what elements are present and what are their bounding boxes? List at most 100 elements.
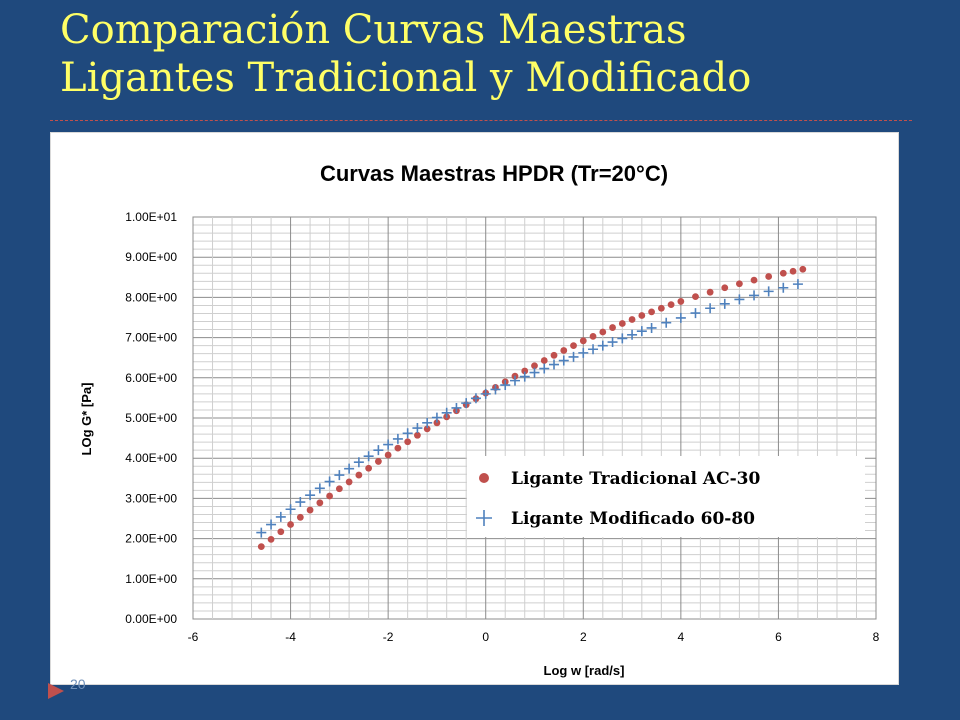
x-tick-label: 0 — [482, 630, 489, 644]
y-tick-label: 3.00E+00 — [125, 491, 177, 505]
data-point-tradicional — [296, 513, 304, 521]
data-point-modificado — [353, 457, 364, 468]
data-point-tradicional — [692, 293, 699, 300]
y-tick-label: 7.00E+00 — [125, 331, 177, 345]
chart-grid — [192, 216, 877, 620]
legend-label-modificado: Ligante Modificado 60-80 — [511, 509, 755, 529]
data-point-tradicional — [799, 265, 807, 273]
data-point-modificado — [558, 355, 569, 366]
data-point-modificado — [568, 351, 579, 362]
data-point-tradicional — [570, 342, 577, 350]
data-point-modificado — [470, 393, 481, 404]
data-point-modificado — [480, 388, 491, 399]
y-tick-label: 0.00E+00 — [125, 612, 177, 626]
data-point-modificado — [549, 359, 560, 370]
x-tick-label: -6 — [188, 630, 199, 644]
data-point-modificado — [690, 308, 701, 319]
y-tick-label: 8.00E+00 — [125, 290, 177, 304]
data-point-modificado — [392, 433, 403, 444]
title-divider — [50, 120, 912, 121]
slide-bullet-arrow — [48, 683, 64, 699]
data-point-tradicional — [277, 528, 285, 536]
data-point-modificado — [285, 504, 296, 515]
data-point-modificado — [451, 402, 462, 413]
data-point-modificado — [266, 519, 277, 530]
data-point-modificado — [705, 303, 716, 314]
slide-number: 20 — [70, 676, 86, 692]
data-point-modificado — [617, 333, 628, 344]
y-tick-label: 1.00E+01 — [125, 210, 177, 224]
data-point-tradicional — [750, 276, 758, 284]
data-point-modificado — [519, 371, 530, 382]
data-point-tradicional — [257, 543, 265, 551]
data-point-tradicional — [394, 444, 402, 452]
legend-label-tradicional: Ligante Tradicional AC-30 — [511, 469, 760, 489]
data-point-tradicional — [560, 347, 568, 354]
legend-box — [467, 456, 865, 537]
x-tick-label: 4 — [678, 630, 685, 644]
legend-marker-modificado — [476, 510, 492, 526]
y-tick-label: 5.00E+00 — [125, 411, 177, 425]
data-point-tradicional — [589, 332, 597, 340]
data-point-tradicional — [433, 419, 441, 427]
data-point-modificado — [627, 329, 638, 340]
chart-title: Curvas Maestras HPDR (Tr=20°C) — [320, 161, 668, 186]
data-point-modificado — [597, 340, 608, 351]
slide-title-line-2: Ligantes Tradicional y Modificado — [60, 55, 752, 101]
data-point-tradicional — [618, 320, 626, 327]
series-1 — [256, 279, 803, 538]
master-curve-chart: Curvas Maestras HPDR (Tr=20°C) 0.00E+00 1… — [79, 161, 880, 678]
data-point-tradicional — [374, 458, 382, 465]
data-point-tradicional — [779, 269, 787, 277]
chart-axes: 0.00E+00 1.00E+00 2.00E+00 3.00E+00 4.00E+00… — [125, 210, 879, 644]
data-point-modificado — [383, 439, 394, 450]
data-point-modificado — [607, 337, 618, 348]
data-point-modificado — [719, 298, 730, 309]
data-point-tradicional — [706, 288, 714, 296]
data-point-tradicional — [609, 324, 616, 331]
data-point-modificado — [295, 497, 306, 508]
data-point-modificado — [363, 451, 374, 462]
data-point-tradicional — [599, 328, 607, 336]
data-point-modificado — [334, 470, 345, 481]
data-point-tradicional — [335, 485, 343, 493]
y-tick-label: 9.00E+00 — [125, 250, 177, 264]
data-point-modificado — [324, 476, 335, 487]
data-point-tradicional — [267, 536, 275, 543]
data-point-modificado — [256, 527, 267, 538]
data-point-modificado — [373, 445, 384, 456]
data-point-modificado — [675, 312, 686, 323]
data-point-tradicional — [540, 357, 548, 364]
data-point-modificado — [500, 380, 511, 391]
data-point-tradicional — [667, 301, 675, 309]
data-point-tradicional — [384, 451, 392, 459]
x-tick-label: 2 — [580, 630, 587, 644]
x-axis-label: Log w [rad/s] — [544, 663, 625, 678]
y-tick-label: 1.00E+00 — [125, 572, 177, 586]
data-point-modificado — [749, 290, 760, 301]
data-point-tradicional — [316, 499, 324, 507]
data-point-modificado — [763, 286, 774, 297]
data-point-modificado — [422, 417, 433, 428]
data-point-modificado — [578, 347, 589, 358]
slide-title-line-1: Comparación Curvas Maestras — [60, 7, 687, 53]
x-tick-label: 6 — [775, 630, 782, 644]
data-point-tradicional — [648, 308, 655, 316]
data-point-modificado — [344, 463, 355, 474]
data-point-tradicional — [414, 431, 421, 439]
data-point-tradicional — [521, 367, 529, 375]
data-point-modificado — [636, 326, 647, 337]
data-point-tradicional — [579, 337, 587, 345]
y-tick-label: 4.00E+00 — [125, 451, 177, 465]
data-point-tradicional — [657, 304, 665, 312]
data-point-tradicional — [765, 273, 773, 280]
data-point-modificado — [734, 294, 745, 305]
data-point-tradicional — [721, 284, 729, 292]
data-point-tradicional — [287, 521, 294, 528]
data-point-tradicional — [345, 478, 353, 486]
data-point-modificado — [412, 423, 423, 434]
data-point-modificado — [529, 367, 540, 378]
data-point-modificado — [305, 490, 316, 501]
data-point-modificado — [509, 375, 520, 386]
legend-marker-tradicional — [479, 473, 489, 483]
